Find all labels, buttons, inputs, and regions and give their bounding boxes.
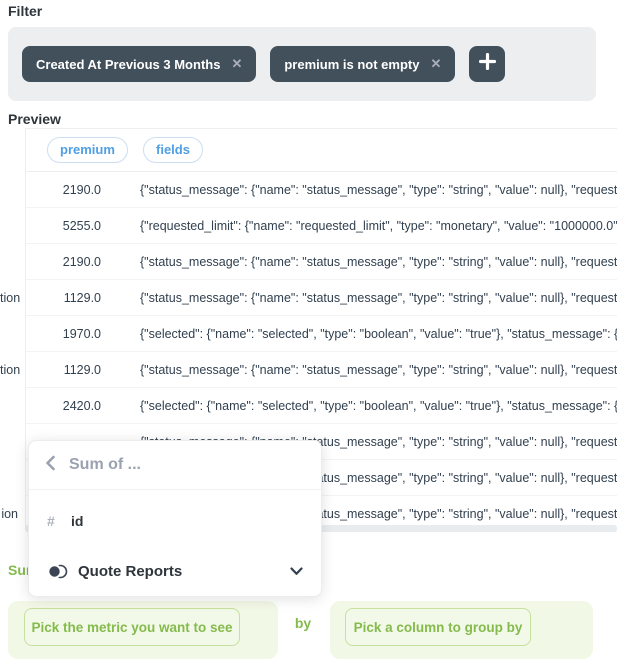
cell-premium: 1129.0 xyxy=(63,363,101,377)
filter-pill-label: Created At Previous 3 Months xyxy=(36,56,221,72)
cell-premium: 2190.0 xyxy=(62,183,101,197)
filter-pill-created-at[interactable]: Created At Previous 3 Months ✕ xyxy=(22,46,257,82)
popover-title: Sum of ... xyxy=(69,456,141,473)
clipped-cell-fragment: tion xyxy=(0,363,21,377)
cell-fields: {"selected": {"name": "selected", "type"… xyxy=(140,399,617,413)
summarize-metric-panel: Pick the metric you want to see xyxy=(8,601,278,659)
cell-fields: {"status_message": {"name": "status_mess… xyxy=(140,183,617,197)
sum-of-popover: Sum of ... # id Quote Reports xyxy=(28,440,322,597)
table-row: 1129.0 {"status_message": {"name": "stat… xyxy=(26,352,617,388)
filter-pill-premium-not-empty[interactable]: premium is not empty ✕ xyxy=(270,46,456,82)
cell-premium: 1970.0 xyxy=(62,327,101,341)
filter-section-label: Filter xyxy=(8,3,43,19)
number-sign-icon: # xyxy=(47,513,55,529)
chevron-down-icon[interactable] xyxy=(290,566,303,576)
preview-section-label: Preview xyxy=(8,111,61,127)
cell-fields: {"status_message": {"name": "status_mess… xyxy=(140,255,617,269)
clipped-cell-fragment: ion xyxy=(1,507,18,521)
cell-premium: 2420.0 xyxy=(62,399,101,413)
filter-bar: Created At Previous 3 Months ✕ premium i… xyxy=(8,27,596,101)
pick-metric-button[interactable]: Pick the metric you want to see xyxy=(24,608,240,646)
cell-fields: {"status_message": {"name": "status_mess… xyxy=(140,363,617,377)
close-icon[interactable]: ✕ xyxy=(430,56,442,71)
table-icon xyxy=(47,563,68,580)
table-row: 2420.0 {"selected": {"name": "selected",… xyxy=(26,388,617,424)
cell-premium: 2190.0 xyxy=(62,255,101,269)
popover-item-label: Quote Reports xyxy=(78,562,183,580)
add-filter-button[interactable] xyxy=(469,46,506,82)
table-row: 2190.0 {"status_message": {"name": "stat… xyxy=(26,244,617,280)
popover-item-quote-reports[interactable]: Quote Reports xyxy=(29,552,321,590)
cell-premium: 5255.0 xyxy=(62,219,101,233)
table-row: 5255.0 {"requested_limit": {"name": "req… xyxy=(26,208,617,244)
popover-item-label: id xyxy=(71,513,84,529)
cell-fields: {"requested_limit": {"name": "requested_… xyxy=(140,219,617,233)
popover-item-id[interactable]: # id xyxy=(29,502,321,540)
column-header-premium[interactable]: premium xyxy=(47,137,128,163)
close-icon[interactable]: ✕ xyxy=(231,56,243,71)
table-row: 1970.0 {"selected": {"name": "selected",… xyxy=(26,316,617,352)
by-label: by xyxy=(294,615,312,631)
chevron-left-icon xyxy=(45,455,55,476)
column-header-fields[interactable]: fields xyxy=(143,137,203,163)
plus-icon xyxy=(478,52,496,75)
table-row: 1129.0 {"status_message": {"name": "stat… xyxy=(26,280,617,316)
filter-pill-label: premium is not empty xyxy=(284,56,420,72)
clipped-cell-fragment: tion xyxy=(0,291,21,305)
cell-fields: {"selected": {"name": "selected", "type"… xyxy=(140,327,617,341)
cell-fields: {"status_message": {"name": "status_mess… xyxy=(140,291,617,305)
pick-groupby-button[interactable]: Pick a column to group by xyxy=(345,608,531,646)
summarize-groupby-panel: Pick a column to group by xyxy=(330,601,593,659)
popover-back-button[interactable]: Sum of ... xyxy=(29,441,321,490)
cell-premium: 1129.0 xyxy=(63,291,101,305)
table-row: 2190.0 {"status_message": {"name": "stat… xyxy=(26,172,617,208)
preview-table-header: premium fields xyxy=(26,129,617,172)
